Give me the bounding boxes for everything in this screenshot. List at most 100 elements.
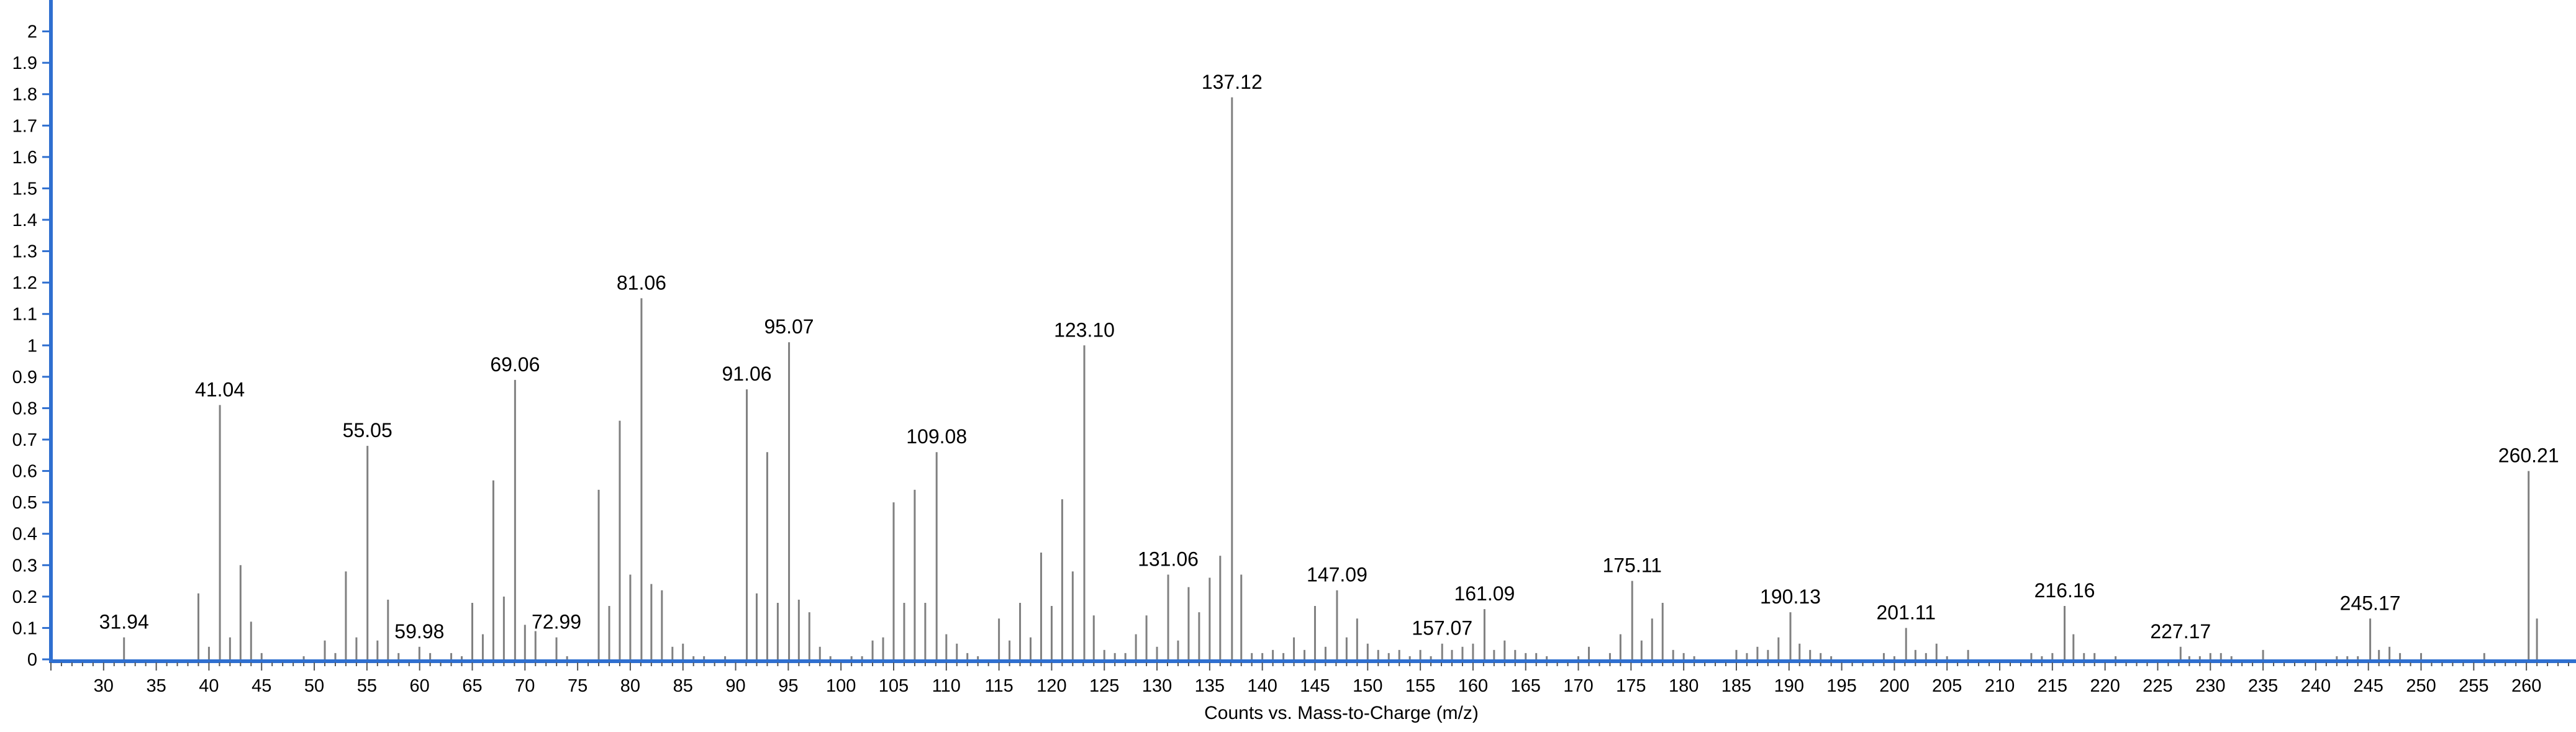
- x-tick-label: 190: [1774, 676, 1804, 696]
- y-tick-label: 1.6: [12, 148, 37, 168]
- peak-label: 131.06: [1138, 548, 1199, 570]
- y-tick-label: 1.5: [12, 179, 37, 199]
- x-tick-label: 170: [1563, 676, 1593, 696]
- x-tick-label: 195: [1826, 676, 1856, 696]
- y-tick-label: 0.9: [12, 368, 37, 387]
- x-tick-label: 115: [984, 676, 1013, 696]
- peak-label: 216.16: [2034, 579, 2095, 602]
- peak-label: 109.08: [906, 425, 967, 448]
- x-tick-label: 50: [304, 676, 324, 696]
- peak-label: 95.07: [764, 315, 814, 338]
- x-tick-label: 85: [673, 676, 693, 696]
- x-tick-label: 260: [2511, 676, 2541, 696]
- y-tick-label: 0.6: [12, 462, 37, 482]
- peak-label: 175.11: [1602, 554, 1662, 577]
- x-tick-label: 220: [2090, 676, 2120, 696]
- x-tick-label: 65: [462, 676, 482, 696]
- x-tick-label: 60: [410, 676, 430, 696]
- y-tick-label: 1: [27, 336, 37, 356]
- x-tick-label: 70: [515, 676, 535, 696]
- x-tick-label: 245: [2354, 676, 2383, 696]
- peak-label: 55.05: [343, 419, 392, 441]
- y-tick-label: 1.4: [12, 210, 37, 230]
- peak-label: 157.07: [1412, 617, 1472, 639]
- x-tick-label: 30: [94, 676, 114, 696]
- peak-label: 147.09: [1307, 564, 1367, 586]
- x-tick-label: 200: [1879, 676, 1909, 696]
- x-axis-title: Counts vs. Mass-to-Charge (m/z): [1204, 703, 1479, 723]
- x-tick-label: 205: [1932, 676, 1962, 696]
- peak-label: 69.06: [490, 353, 540, 376]
- y-tick-label: 0.5: [12, 493, 37, 513]
- x-tick-label: 80: [620, 676, 640, 696]
- y-tick-label: 0.8: [12, 399, 37, 418]
- y-tick-label: 0.3: [12, 556, 37, 576]
- x-tick-label: 150: [1353, 676, 1382, 696]
- y-tick-label: 1.8: [12, 85, 37, 105]
- x-tick-label: 210: [1985, 676, 2015, 696]
- x-tick-label: 35: [146, 676, 166, 696]
- x-tick-label: 215: [2038, 676, 2067, 696]
- y-tick-label: 0.7: [12, 430, 37, 450]
- peak-label: 31.94: [99, 611, 149, 633]
- x-tick-label: 165: [1511, 676, 1541, 696]
- x-tick-label: 55: [357, 676, 377, 696]
- x-tick-label: 120: [1036, 676, 1066, 696]
- x-tick-label: 45: [252, 676, 271, 696]
- x-tick-label: 255: [2459, 676, 2488, 696]
- x-tick-label: 110: [932, 676, 961, 696]
- x-tick-label: 125: [1089, 676, 1119, 696]
- x-tick-label: 105: [879, 676, 909, 696]
- y-tick-label: 0.4: [12, 525, 37, 544]
- x-tick-label: 185: [1721, 676, 1751, 696]
- x-tick-label: 145: [1300, 676, 1330, 696]
- x-axis: 30 35 40 45 50 55 60 65 70 75 80 85 90 95 100 105 110 115…: [49, 659, 2576, 696]
- y-tick-label: 2: [27, 22, 37, 42]
- peak-label: 137.12: [1202, 71, 1263, 93]
- x-ticks: 30 35 40 45 50 55 60 65 70 75 80 85 90 95 100 105 110 115…: [50, 662, 2569, 696]
- y-tick-label: 0: [27, 650, 37, 670]
- y-tick-label: 1.7: [12, 116, 37, 136]
- x-tick-label: 140: [1247, 676, 1277, 696]
- x-tick-label: 250: [2406, 676, 2436, 696]
- y-tick-label: 1.2: [12, 273, 37, 293]
- y-tick-label: 1.9: [12, 53, 37, 73]
- x-tick-label: 175: [1616, 676, 1646, 696]
- y-axis: 0 0.1 0.2 0.3 0.4 0.5 0.6 0.7 0.8 0.9 1 1.1 1.2 1.3 1.…: [12, 0, 53, 670]
- x-tick-label: 75: [568, 676, 587, 696]
- peak-label: 123.10: [1054, 319, 1115, 341]
- peak-label: 260.21: [2498, 445, 2559, 467]
- peak-label: 59.98: [394, 620, 444, 643]
- x-tick-label: 90: [725, 676, 745, 696]
- y-tick-label: 0.1: [12, 618, 37, 638]
- peak-label: 81.06: [617, 271, 666, 294]
- peak-label: 245.17: [2340, 592, 2401, 614]
- x-tick-label: 40: [199, 676, 219, 696]
- x-tick-label: 160: [1458, 676, 1488, 696]
- peak-label: 72.99: [532, 611, 581, 633]
- x-tick-label: 240: [2301, 676, 2331, 696]
- peak-label: 227.17: [2150, 620, 2211, 643]
- peak-label: 201.11: [1876, 601, 1936, 623]
- peak-label: 91.06: [722, 363, 771, 385]
- x-tick-label: 180: [1669, 676, 1698, 696]
- x-tick-label: 225: [2143, 676, 2172, 696]
- y-tick-label: 1.3: [12, 242, 37, 262]
- peak-sticks: [123, 97, 2538, 659]
- y-tick-label: 1.1: [12, 305, 37, 325]
- x-tick-label: 230: [2195, 676, 2225, 696]
- peak-labels: 31.94 41.04 55.05 59.98 69.06 72.99 81.06 91.06…: [99, 71, 2559, 643]
- x-tick-label: 155: [1405, 676, 1435, 696]
- peak-label: 41.04: [195, 378, 245, 400]
- y-ticks: 0 0.1 0.2 0.3 0.4 0.5 0.6 0.7 0.8 0.9 1 1.1 1.2 1.3 1.…: [12, 22, 51, 670]
- peak-label: 161.09: [1454, 582, 1515, 605]
- y-tick-label: 0.2: [12, 587, 37, 607]
- x-tick-label: 135: [1195, 676, 1225, 696]
- x-tick-label: 130: [1142, 676, 1172, 696]
- x-tick-label: 235: [2248, 676, 2278, 696]
- x-tick-label: 100: [826, 676, 856, 696]
- x-tick-label: 95: [778, 676, 798, 696]
- peak-label: 190.13: [1760, 585, 1821, 608]
